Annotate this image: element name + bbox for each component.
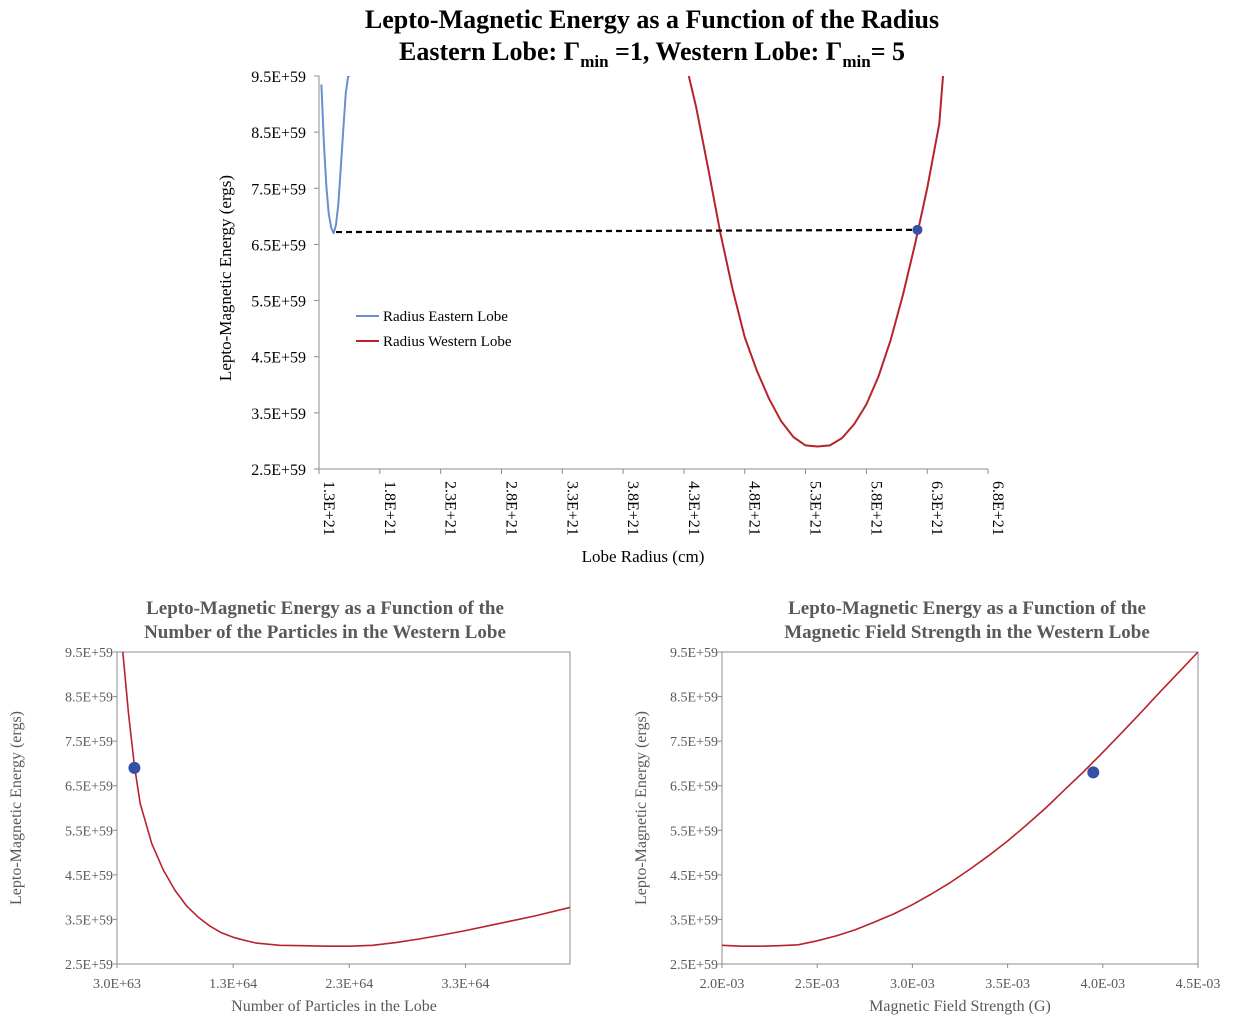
main-y-tick-label: 5.5E+59	[251, 294, 306, 311]
main-y-tick-label: 8.5E+59	[251, 125, 306, 142]
particles-x-axis-label: Number of Particles in the Lobe	[231, 998, 437, 1015]
main-x-tick-label: 3.8E+21	[624, 481, 641, 536]
field-y-tick-label: 2.5E+59	[670, 958, 718, 973]
field-x-tick-label: 3.0E-03	[890, 977, 935, 992]
particles-x-tick-label: 1.3E+64	[209, 977, 257, 992]
particles-series-line	[122, 652, 570, 948]
particles-x-tick-label: 3.0E+63	[93, 977, 141, 992]
field-y-tick-label: 6.5E+59	[670, 780, 718, 795]
field-y-tick-label: 9.5E+59	[670, 646, 718, 661]
particles-y-tick-label: 7.5E+59	[65, 735, 113, 750]
field-x-axis-label: Magnetic Field Strength (G)	[869, 998, 1051, 1015]
particles-x-tick-label: 3.3E+64	[441, 977, 489, 992]
particles-y-tick-label: 4.5E+59	[65, 869, 113, 884]
main-x-tick-label: 2.3E+21	[442, 481, 459, 536]
main-y-axis-label: Lepto-Magnetic Energy (ergs)	[216, 175, 235, 381]
particles-y-tick-label: 3.5E+59	[65, 913, 113, 928]
equal-energy-dashed-line	[336, 228, 918, 234]
main-y-tick-label: 6.5E+59	[251, 237, 306, 254]
field-series-line	[722, 652, 1198, 948]
legend-label-western: Radius Western Lobe	[383, 334, 512, 350]
field-x-tick-label: 2.0E-03	[700, 977, 745, 992]
main-y-tick-label: 9.5E+59	[251, 69, 306, 86]
series-line-eastern	[320, 76, 350, 235]
field-chart-title-line2: Magnetic Field Strength in the Western L…	[784, 622, 1150, 643]
field-y-tick-label: 8.5E+59	[670, 691, 718, 706]
main-x-tick-label: 6.8E+21	[989, 481, 1006, 536]
main-y-tick-label: 4.5E+59	[251, 350, 306, 367]
series-line-western	[687, 76, 944, 448]
particles-y-tick-label: 5.5E+59	[65, 824, 113, 839]
particles-x-tick-label: 2.3E+64	[325, 977, 373, 992]
particles-chart-title-line2: Number of the Particles in the Western L…	[144, 622, 506, 643]
main-x-tick-label: 6.3E+21	[928, 481, 945, 536]
field-x-tick-label: 3.5E-03	[985, 977, 1030, 992]
field-y-tick-label: 3.5E+59	[670, 913, 718, 928]
main-chart-title-line1: Lepto-Magnetic Energy as a Function of t…	[365, 5, 939, 34]
field-marker-point	[1087, 766, 1100, 779]
main-x-axis-label: Lobe Radius (cm)	[582, 547, 705, 566]
particles-chart-title-line1: Lepto-Magnetic Energy as a Function of t…	[146, 598, 504, 619]
main-x-tick-label: 5.3E+21	[807, 481, 824, 536]
main-x-tick-label: 2.8E+21	[502, 481, 519, 536]
particles-y-tick-label: 8.5E+59	[65, 691, 113, 706]
field-x-tick-label: 4.0E-03	[1080, 977, 1125, 992]
particles-y-tick-label: 2.5E+59	[65, 958, 113, 973]
field-x-tick-label: 2.5E-03	[795, 977, 840, 992]
field-plot-frame	[721, 651, 1199, 965]
main-y-tick-label: 2.5E+59	[251, 462, 306, 479]
main-y-tick-label: 7.5E+59	[251, 181, 306, 198]
main-x-tick-label: 5.8E+21	[867, 481, 884, 536]
field-y-tick-label: 5.5E+59	[670, 824, 718, 839]
particles-y-tick-label: 9.5E+59	[65, 646, 113, 661]
main-x-tick-label: 1.3E+21	[320, 481, 337, 536]
particles-y-axis-label: Lepto-Magnetic Energy (ergs)	[8, 711, 25, 905]
main-marker-point	[912, 224, 923, 235]
main-chart-title-line2: Eastern Lobe: Γmin =1, Western Lobe: Γmi…	[399, 37, 905, 71]
field-chart: Lepto-Magnetic Energy as a Function of t…	[633, 598, 1220, 1015]
particles-plot-frame	[116, 651, 571, 965]
main-y-tick-label: 3.5E+59	[251, 406, 306, 423]
field-chart-title-line1: Lepto-Magnetic Energy as a Function of t…	[788, 598, 1146, 619]
field-y-tick-label: 4.5E+59	[670, 869, 718, 884]
main-x-tick-label: 3.3E+21	[563, 481, 580, 536]
main-x-tick-label: 1.8E+21	[381, 481, 398, 536]
main-x-tick-label: 4.3E+21	[685, 481, 702, 536]
particles-chart: Lepto-Magnetic Energy as a Function of t…	[8, 598, 571, 1015]
field-x-tick-label: 4.5E-03	[1176, 977, 1221, 992]
main-legend: Radius Eastern Lobe Radius Western Lobe	[356, 309, 512, 350]
legend-label-eastern: Radius Eastern Lobe	[383, 309, 508, 325]
particles-marker-point	[128, 761, 141, 774]
main-x-tick-label: 4.8E+21	[746, 481, 763, 536]
field-y-tick-label: 7.5E+59	[670, 735, 718, 750]
particles-y-tick-label: 6.5E+59	[65, 780, 113, 795]
field-y-axis-label: Lepto-Magnetic Energy (ergs)	[633, 711, 650, 905]
radius-chart: Lepto-Magnetic Energy as a Function of t…	[216, 5, 1006, 566]
